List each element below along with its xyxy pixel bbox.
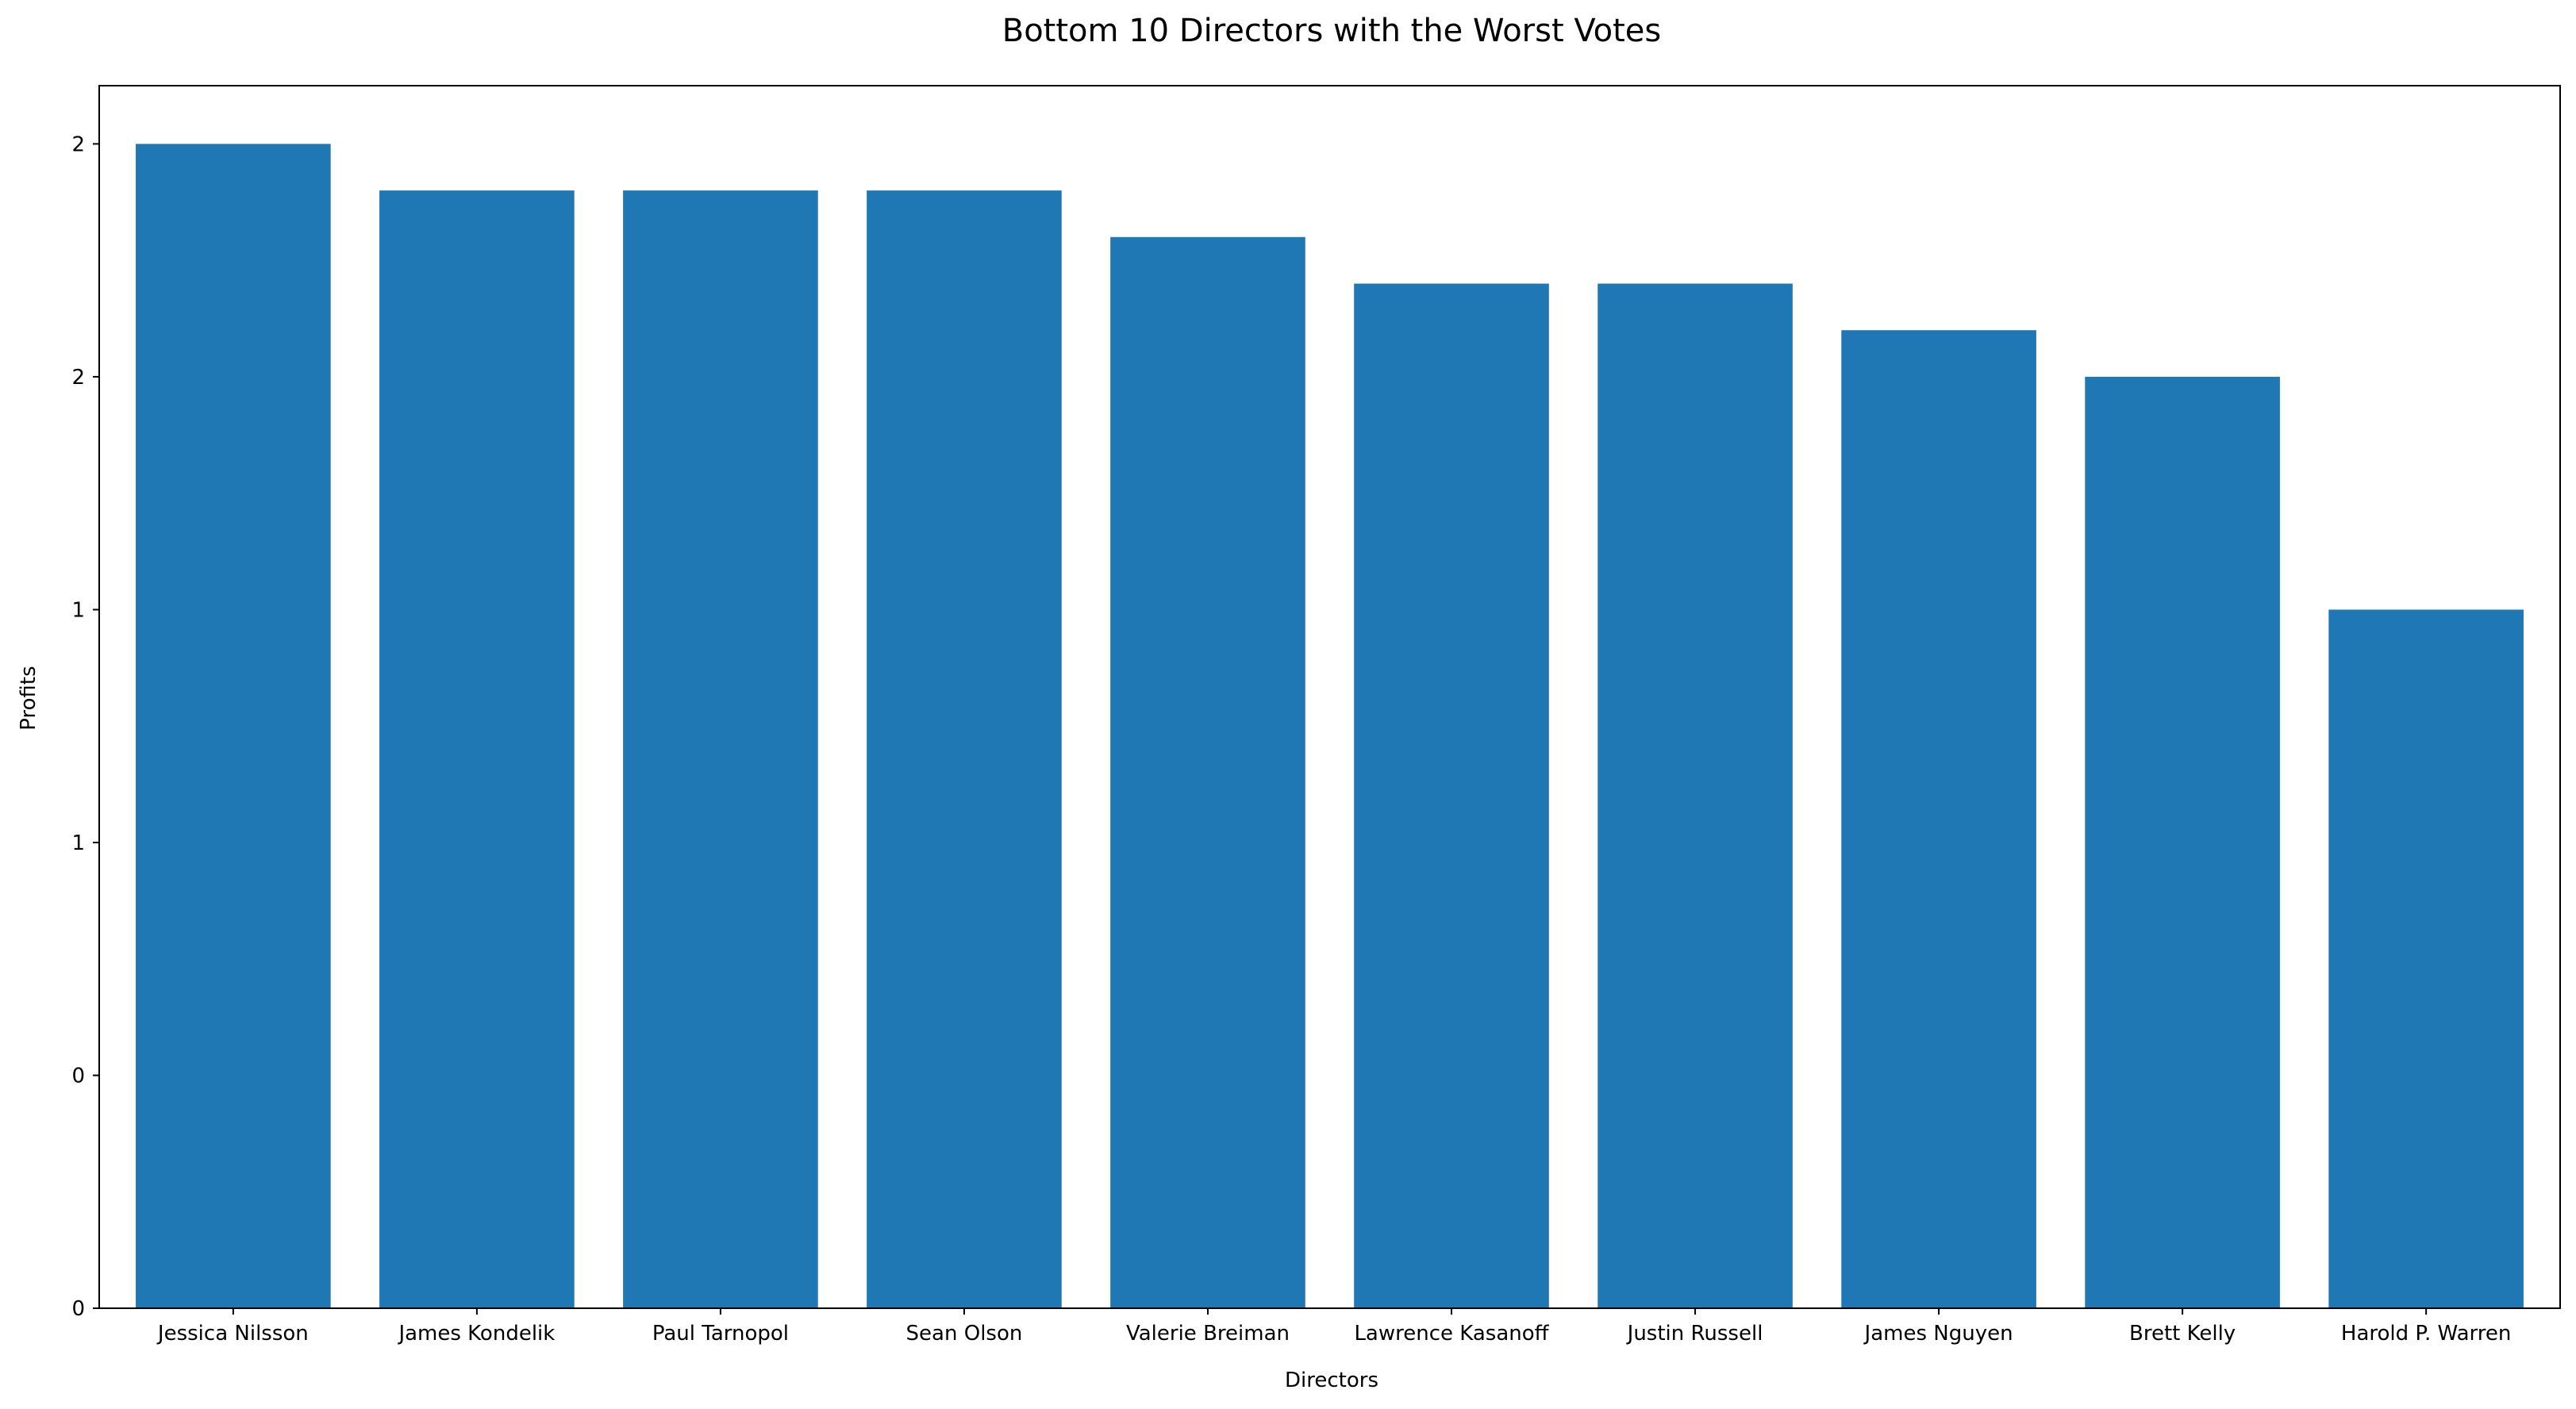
x-tick-label: Paul Tarnopol: [652, 1322, 789, 1346]
x-tick-label: Valerie Breiman: [1126, 1322, 1290, 1346]
bar: [136, 144, 331, 1308]
y-tick-label: 0: [71, 1064, 85, 1088]
x-axis-label: Directors: [1285, 1369, 1378, 1392]
bar: [2328, 609, 2524, 1308]
x-tick-label: James Kondelik: [397, 1322, 555, 1346]
x-tick-label: Sean Olson: [906, 1322, 1023, 1346]
bar: [1354, 283, 1549, 1308]
x-tick-label: Harold P. Warren: [2341, 1322, 2511, 1346]
chart-title: Bottom 10 Directors with the Worst Votes: [1002, 13, 1661, 49]
bar: [2085, 376, 2280, 1308]
y-tick-label: 1: [71, 598, 85, 622]
bar: [1110, 236, 1305, 1308]
x-tick-label: Jessica Nilsson: [156, 1322, 309, 1346]
plot-frame: [98, 85, 2561, 1309]
y-tick-label: 2: [71, 132, 85, 156]
bar: [867, 190, 1062, 1309]
bar: [1841, 330, 2036, 1309]
x-tick-label: Lawrence Kasanoff: [1354, 1322, 1549, 1346]
bar: [379, 190, 575, 1309]
y-tick-label: 2: [71, 366, 85, 390]
bar: [1598, 283, 1793, 1308]
bars-layer: [136, 144, 2524, 1309]
axes-layer: Jessica Nilsson James Kondelik Paul Tarnop…: [71, 85, 2561, 1346]
y-tick-label: 1: [71, 831, 85, 855]
x-tick-label: James Nguyen: [1863, 1322, 2013, 1346]
x-tick-label: Justin Russell: [1626, 1322, 1763, 1346]
bar: [623, 190, 818, 1309]
y-axis-label: Profits: [17, 666, 40, 730]
x-tick-label: Brett Kelly: [2129, 1322, 2236, 1346]
y-tick-label: 0: [71, 1297, 85, 1321]
